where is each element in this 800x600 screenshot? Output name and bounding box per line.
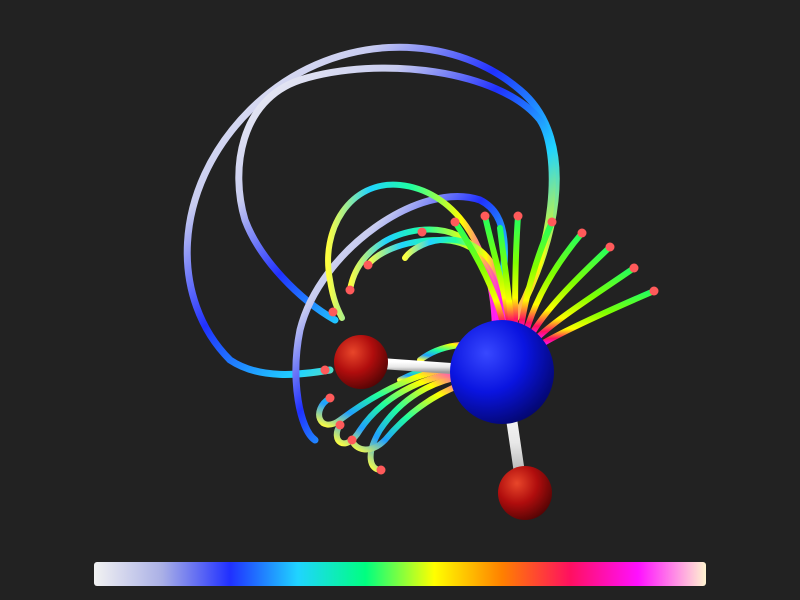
endpoint-dot [335, 420, 345, 430]
endpoint-dot [320, 365, 330, 375]
field-line [325, 181, 498, 338]
field-line [522, 230, 585, 338]
field-line-endpoints [320, 211, 659, 475]
field-line [517, 219, 555, 336]
field-line [367, 372, 473, 473]
field-line [333, 369, 471, 447]
endpoint-dot [325, 393, 335, 403]
field-line [512, 213, 521, 336]
colorbar [94, 562, 706, 586]
endpoint-dot [577, 228, 587, 238]
field-line [183, 43, 560, 378]
endpoint-dot [347, 435, 357, 445]
endpoint-dot [328, 307, 338, 317]
endpoint-dot [629, 263, 639, 273]
endpoint-dot [649, 286, 659, 296]
central-atom [450, 320, 554, 424]
field-lines-fan [452, 213, 657, 348]
outer-atom-bottom [498, 466, 552, 520]
field-line [349, 377, 478, 453]
outer-atom-left [334, 335, 388, 389]
field-line [537, 288, 657, 348]
field-line [527, 244, 613, 340]
endpoint-dot [345, 285, 355, 295]
field-line [235, 64, 556, 339]
endpoint-dot [450, 217, 460, 227]
endpoint-dot [376, 465, 386, 475]
endpoint-dot [363, 260, 373, 270]
atoms [334, 320, 554, 520]
endpoint-dot [547, 217, 557, 227]
endpoint-dot [417, 227, 427, 237]
endpoint-dot [513, 211, 523, 221]
endpoint-dot [480, 211, 490, 221]
endpoint-dot [605, 242, 615, 252]
field-line [532, 265, 637, 343]
